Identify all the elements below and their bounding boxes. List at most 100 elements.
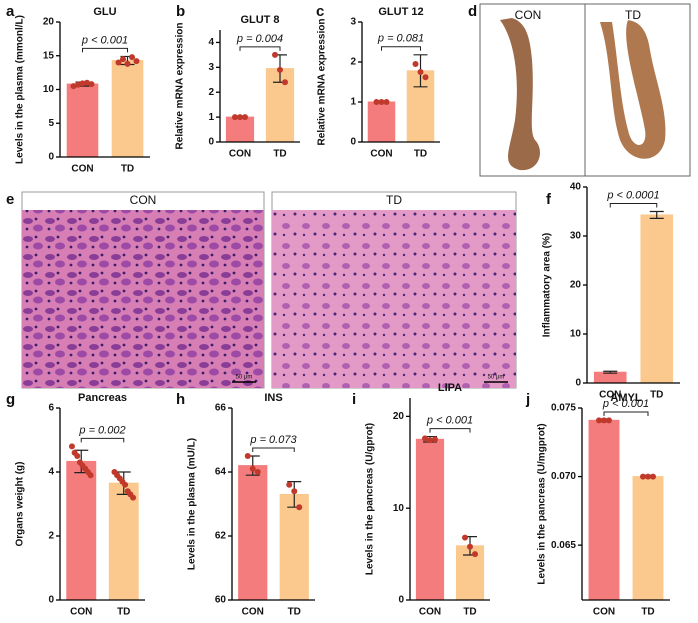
data-point	[472, 551, 478, 558]
data-point	[422, 435, 428, 442]
data-point	[596, 417, 602, 424]
y-axis-title: Relative mRNA expression	[317, 19, 328, 146]
x-tick-label: CON	[70, 607, 92, 618]
significance-bracket	[381, 46, 421, 51]
panel-label: i	[352, 391, 356, 408]
data-point	[87, 472, 94, 479]
y-tick-label: 0	[398, 595, 404, 606]
data-point	[130, 494, 137, 501]
x-tick-label: TD	[641, 607, 654, 618]
panel-label: g	[6, 391, 15, 408]
y-tick-label: 66	[215, 403, 227, 414]
y-axis-title: Levels in the plasma (mU/L)	[187, 438, 198, 570]
x-tick-label: TD	[121, 164, 134, 175]
y-tick-label: 15	[43, 50, 55, 61]
x-tick-label: CON	[419, 607, 441, 618]
bar	[238, 465, 268, 601]
data-point	[115, 59, 122, 66]
panel-label: f	[546, 191, 552, 208]
y-tick-label: 2	[48, 531, 54, 542]
x-tick-label: CON	[599, 390, 621, 401]
data-point	[462, 534, 468, 541]
data-point	[244, 453, 251, 459]
data-point	[291, 488, 298, 495]
data-point	[68, 443, 75, 450]
y-tick-label: 10	[43, 84, 55, 95]
bar	[588, 419, 620, 601]
data-point	[237, 114, 243, 121]
data-point	[427, 437, 433, 444]
data-point	[378, 99, 385, 105]
panel-label: b	[176, 3, 185, 20]
x-tick-label: TD	[650, 390, 663, 401]
data-point	[70, 83, 77, 90]
y-tick-label: 40	[570, 182, 582, 193]
y-tick-label: 4	[208, 37, 214, 48]
y-tick-label: 20	[570, 280, 582, 291]
p-value: p = 0.073	[249, 434, 297, 446]
significance-bracket	[80, 437, 125, 443]
data-point	[79, 80, 86, 87]
y-tick-label: 0	[208, 137, 214, 148]
data-point	[75, 81, 81, 88]
chart-title: GLUT 12	[378, 6, 423, 18]
panel-label: a	[6, 3, 15, 20]
bar	[111, 59, 144, 158]
chart-title: GLUT 8	[240, 14, 279, 26]
y-tick-label: 1	[208, 112, 214, 123]
y-tick-label: 10	[393, 503, 405, 514]
scale-label: 50 μm	[236, 375, 253, 381]
y-axis-title: Organs weight (g)	[15, 462, 26, 547]
x-tick-label: CON	[370, 149, 392, 160]
y-tick-label: 2	[208, 87, 214, 98]
chart-title: AMYL	[610, 392, 641, 404]
chart-title: INS	[264, 392, 282, 404]
significance-bracket	[252, 447, 295, 452]
y-tick-label: 4	[48, 467, 54, 478]
histology-image	[272, 210, 516, 388]
data-point	[232, 114, 238, 121]
y-tick-label: 60	[215, 595, 227, 606]
panel-label: h	[176, 391, 185, 408]
x-tick-label: TD	[273, 149, 286, 160]
data-point	[122, 481, 129, 488]
bar	[593, 371, 627, 384]
p-value: p = 0.002	[78, 424, 125, 436]
chart-title: GLU	[93, 6, 116, 18]
data-point	[249, 465, 256, 472]
bar	[367, 101, 396, 143]
histology-image	[22, 210, 264, 388]
data-point	[650, 473, 656, 480]
y-tick-label: 62	[215, 531, 227, 542]
x-tick-label: TD	[463, 607, 476, 618]
bar	[640, 214, 674, 384]
data-point	[282, 79, 288, 86]
y-tick-label: 3	[350, 17, 356, 28]
bar	[66, 83, 99, 158]
p-value: p < 0.001	[602, 398, 649, 410]
data-point	[296, 504, 303, 511]
y-tick-label: 0	[350, 137, 356, 148]
data-point	[601, 417, 607, 424]
y-tick-label: 1	[350, 97, 356, 108]
data-point	[417, 69, 424, 75]
data-point	[254, 469, 261, 475]
data-point	[120, 56, 126, 63]
bar	[406, 70, 435, 143]
y-axis-title: Levels in the plasma (mmonl/L)	[15, 15, 26, 164]
error-bar	[603, 370, 618, 374]
y-tick-label: 6	[48, 403, 54, 414]
x-tick-label: CON	[71, 164, 93, 175]
p-value: p = 0.081	[377, 33, 424, 45]
data-point	[272, 51, 278, 58]
y-tick-label: 64	[215, 467, 227, 478]
data-point	[133, 58, 140, 65]
significance-bracket	[603, 411, 649, 416]
x-tick-label: TD	[414, 149, 427, 160]
y-tick-label: 0.065	[551, 540, 576, 551]
p-value: p < 0.0001	[606, 189, 659, 201]
data-point	[412, 61, 419, 67]
data-point	[606, 417, 612, 424]
bar	[632, 476, 664, 601]
significance-bracket	[609, 203, 658, 208]
